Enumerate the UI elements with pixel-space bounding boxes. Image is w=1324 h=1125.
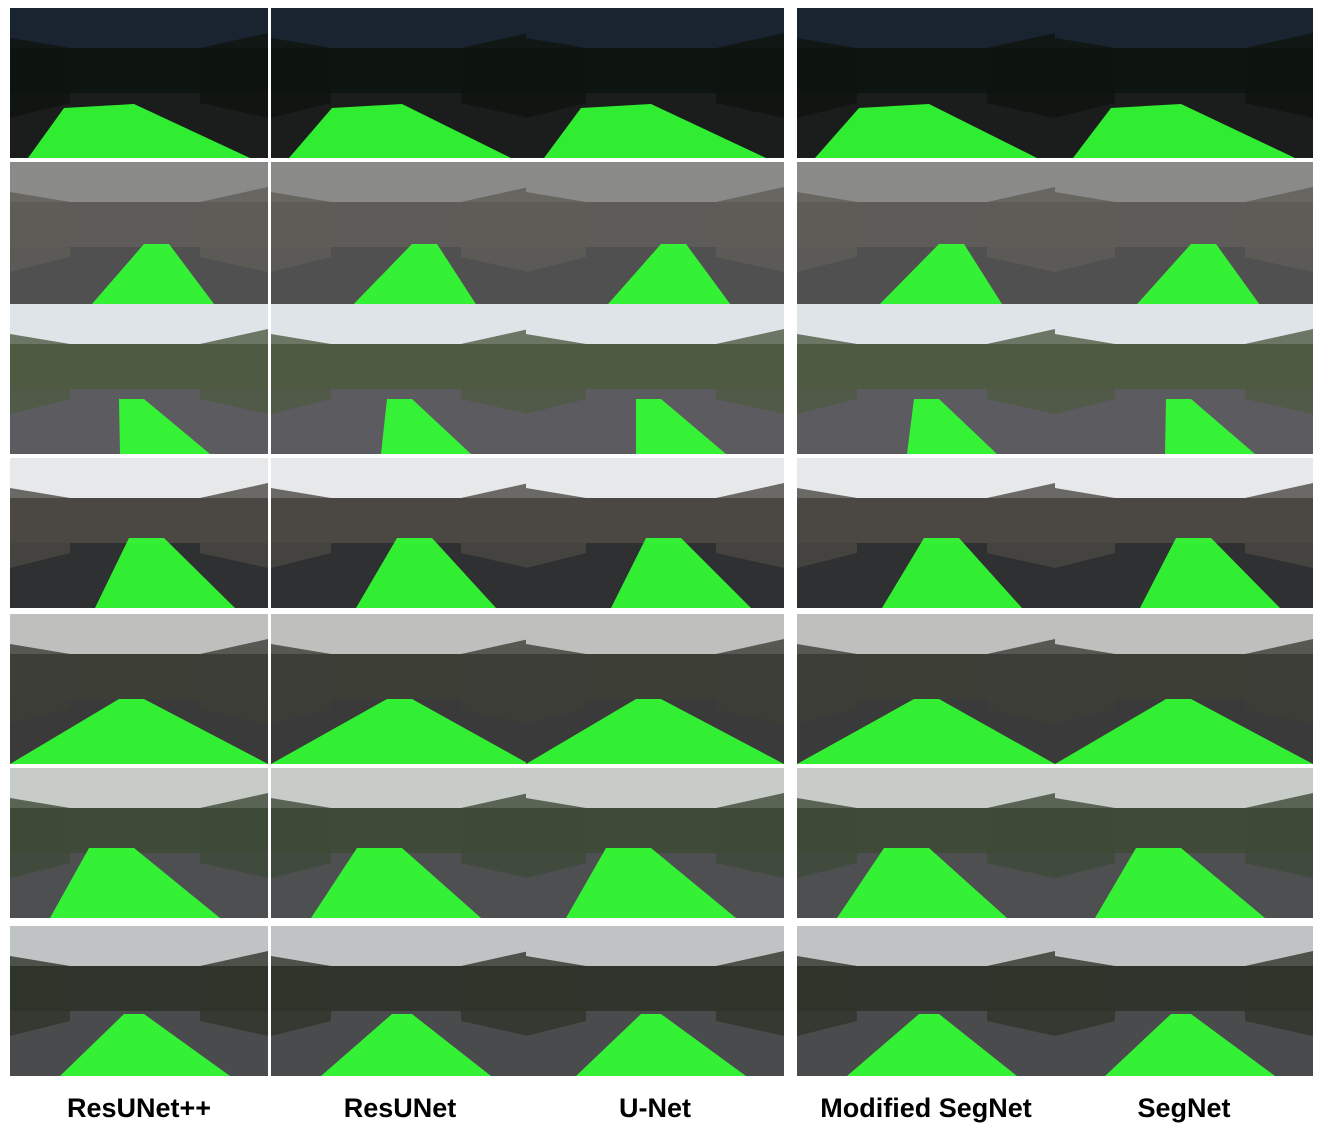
building: [987, 639, 1055, 724]
image-cell: [797, 926, 1055, 1076]
column-label: ResUNet: [271, 1090, 529, 1125]
image-cell: [10, 614, 268, 764]
building: [461, 793, 529, 878]
building: [461, 33, 529, 118]
image-cell: [10, 304, 268, 454]
building: [987, 951, 1055, 1036]
column-label: ResUNet++: [10, 1090, 268, 1125]
image-cell: [10, 8, 268, 158]
scene: [526, 458, 784, 608]
scene: [1055, 304, 1313, 454]
image-cell: [271, 162, 529, 312]
building: [716, 187, 784, 272]
scene: [271, 614, 529, 764]
image-cell: [10, 458, 268, 608]
image-cell: [271, 614, 529, 764]
image-cell: [271, 304, 529, 454]
building: [461, 483, 529, 568]
column-label: SegNet: [1055, 1090, 1313, 1125]
image-cell: [526, 926, 784, 1076]
building: [461, 329, 529, 414]
scene: [10, 614, 268, 764]
building: [716, 33, 784, 118]
scene: [271, 162, 529, 312]
image-cell: [797, 8, 1055, 158]
scene: [1055, 162, 1313, 312]
image-cell: [526, 614, 784, 764]
image-cell: [797, 768, 1055, 918]
image-cell: [1055, 768, 1313, 918]
scene: [526, 162, 784, 312]
column-label: Modified SegNet: [797, 1090, 1055, 1125]
scene: [526, 304, 784, 454]
building: [987, 483, 1055, 568]
scene: [271, 458, 529, 608]
scene: [797, 162, 1055, 312]
scene: [797, 8, 1055, 158]
image-cell: [10, 162, 268, 312]
image-cell: [10, 768, 268, 918]
image-cell: [797, 458, 1055, 608]
image-cell: [526, 458, 784, 608]
building: [987, 793, 1055, 878]
scene: [1055, 768, 1313, 918]
building: [987, 187, 1055, 272]
image-cell: [1055, 162, 1313, 312]
scene: [526, 768, 784, 918]
image-cell: [1055, 926, 1313, 1076]
scene: [526, 926, 784, 1076]
image-cell: [797, 162, 1055, 312]
building: [716, 639, 784, 724]
image-cell: [526, 304, 784, 454]
building: [461, 187, 529, 272]
scene: [1055, 458, 1313, 608]
building: [461, 639, 529, 724]
image-cell: [1055, 458, 1313, 608]
scene: [10, 768, 268, 918]
scene: [10, 458, 268, 608]
scene: [797, 304, 1055, 454]
scene: [10, 162, 268, 312]
scene: [10, 8, 268, 158]
image-cell: [271, 458, 529, 608]
scene: [526, 8, 784, 158]
image-cell: [526, 162, 784, 312]
building: [716, 793, 784, 878]
scene: [797, 614, 1055, 764]
image-cell: [1055, 8, 1313, 158]
building: [987, 33, 1055, 118]
scene: [10, 926, 268, 1076]
image-cell: [526, 8, 784, 158]
scene: [1055, 8, 1313, 158]
building: [987, 329, 1055, 414]
building: [716, 329, 784, 414]
building: [461, 951, 529, 1036]
scene: [1055, 614, 1313, 764]
image-cell: [1055, 614, 1313, 764]
scene: [10, 304, 268, 454]
image-cell: [271, 768, 529, 918]
image-cell: [797, 614, 1055, 764]
image-cell: [1055, 304, 1313, 454]
scene: [1055, 926, 1313, 1076]
scene: [526, 614, 784, 764]
image-cell: [10, 926, 268, 1076]
building: [716, 483, 784, 568]
image-cell: [271, 926, 529, 1076]
column-label: U-Net: [526, 1090, 784, 1125]
scene: [271, 768, 529, 918]
image-cell: [797, 304, 1055, 454]
building: [716, 951, 784, 1036]
image-cell: [271, 8, 529, 158]
figure: ResUNet++ ResUNet U-Net Modified SegNet …: [0, 0, 1324, 1125]
scene: [797, 926, 1055, 1076]
scene: [271, 8, 529, 158]
scene: [797, 768, 1055, 918]
scene: [797, 458, 1055, 608]
scene: [271, 304, 529, 454]
scene: [271, 926, 529, 1076]
image-cell: [526, 768, 784, 918]
